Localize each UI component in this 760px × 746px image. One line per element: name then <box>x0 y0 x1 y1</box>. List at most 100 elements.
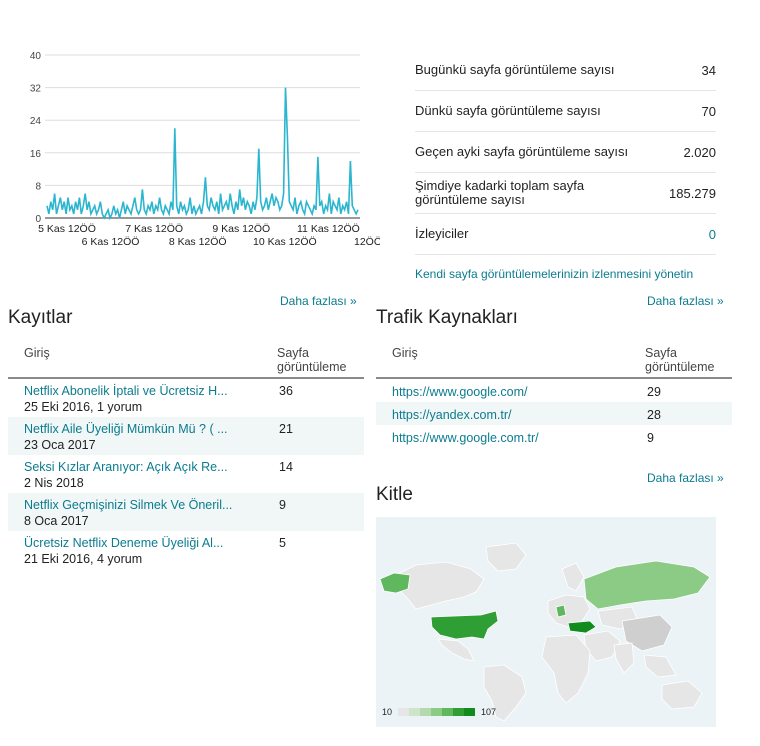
traffic-views: 9 <box>647 431 654 445</box>
x-tick-label: 5 Kas 12ÖÖ <box>38 223 96 235</box>
stat-row: Bugünkü sayfa görüntüleme sayısı 34 <box>415 50 716 91</box>
map-russia <box>583 560 711 610</box>
x-tick-label: 12ÖÖ <box>354 236 380 248</box>
pageviews-series-line <box>46 87 359 221</box>
posts-more-link[interactable]: Daha fazlası » <box>280 294 357 308</box>
y-tick-label: 0 <box>35 214 41 225</box>
traffic-title: Trafik Kaynakları <box>376 307 518 328</box>
posts-title: Kayıtlar <box>8 307 73 328</box>
legend-swatch <box>420 708 432 716</box>
map-usa <box>430 610 499 640</box>
map-alaska <box>379 572 411 594</box>
traffic-table-header: Giriş Sayfa görüntüleme <box>376 341 732 379</box>
legend-min: 10 <box>382 707 393 717</box>
post-meta: 25 Eki 2016, 1 yorum <box>24 400 143 414</box>
stat-label: İzleyiciler <box>415 226 469 241</box>
legend-swatch <box>409 708 421 716</box>
traffic-url-link[interactable]: https://yandex.com.tr/ <box>392 408 512 422</box>
manage-tracking-link[interactable]: Kendi sayfa görüntülemelerinizin izlenme… <box>415 267 694 281</box>
traffic-more-link[interactable]: Daha fazlası » <box>647 294 724 308</box>
x-tick-label: 11 Kas 12ÖÖ <box>297 223 360 235</box>
stat-value: 2.020 <box>683 144 716 160</box>
map-greenland <box>485 542 527 572</box>
y-tick-label: 40 <box>30 51 42 62</box>
stat-row: İzleyiciler 0 <box>415 214 716 255</box>
legend-swatch <box>442 708 454 716</box>
post-title-link[interactable]: Seksi Kızlar Aranıyor: Açık Açık Re... <box>24 460 228 474</box>
traffic-row: https://yandex.com.tr/28 <box>376 402 732 425</box>
post-views: 21 <box>279 422 293 436</box>
stat-label: Dünkü sayfa görüntüleme sayısı <box>415 103 601 118</box>
map-south-america <box>483 664 527 722</box>
traffic-row: https://www.google.com.tr/9 <box>376 425 732 448</box>
x-tick-label: 6 Kas 12ÖÖ <box>82 236 140 248</box>
world-map <box>379 542 711 722</box>
post-title-link[interactable]: Netflix Abonelik İptali ve Ücretsiz H... <box>24 384 228 398</box>
map-australia <box>661 680 703 710</box>
y-tick-label: 32 <box>30 84 42 95</box>
stat-label: Şimdiye kadarki toplam sayfa görüntüleme… <box>415 178 585 207</box>
stat-value[interactable]: 0 <box>708 226 716 242</box>
stat-row: Geçen ayki sayfa görüntüleme sayısı 2.020 <box>415 132 716 173</box>
x-tick-label: 9 Kas 12ÖÖ <box>212 223 270 235</box>
traffic-col-views: Sayfa görüntüleme <box>645 346 715 374</box>
post-title-link[interactable]: Ücretsiz Netflix Deneme Üyeliği Al... <box>24 536 224 550</box>
post-meta: 2 Nis 2018 <box>24 476 84 490</box>
post-title-link[interactable]: Netflix Geçmişinizi Silmek Ve Öneril... <box>24 498 233 512</box>
map-germany <box>555 604 567 618</box>
legend-swatch <box>464 708 476 716</box>
traffic-views: 28 <box>647 408 661 422</box>
audience-more-link[interactable]: Daha fazlası » <box>647 471 724 485</box>
post-title-link[interactable]: Netflix Aile Üyeliği Mümkün Mü ? ( ... <box>24 422 228 436</box>
map-india <box>613 642 635 674</box>
post-row: Netflix Geçmişinizi Silmek Ve Öneril... 8… <box>8 493 364 531</box>
map-africa <box>541 634 591 704</box>
traffic-url-link[interactable]: https://www.google.com.tr/ <box>392 431 539 445</box>
legend-swatch <box>431 708 443 716</box>
map-china <box>621 614 673 652</box>
traffic-table: Giriş Sayfa görüntüleme https://www.googl… <box>376 341 732 448</box>
map-scandinavia <box>561 562 585 592</box>
traffic-row: https://www.google.com/29 <box>376 379 732 402</box>
map-canada <box>395 561 485 610</box>
posts-col-views: Sayfa görüntüleme <box>277 346 347 374</box>
y-tick-label: 8 <box>35 181 41 192</box>
x-tick-label: 8 Kas 12ÖÖ <box>169 236 227 248</box>
post-views: 14 <box>279 460 293 474</box>
traffic-col-entry: Giriş <box>392 346 418 360</box>
x-tick-label: 7 Kas 12ÖÖ <box>125 223 183 235</box>
stat-row: Şimdiye kadarki toplam sayfa görüntüleme… <box>415 173 716 214</box>
legend-swatch <box>453 708 465 716</box>
stat-value: 185.279 <box>669 185 716 201</box>
legend-color-scale <box>398 708 476 716</box>
post-meta: 23 Oca 2017 <box>24 438 96 452</box>
posts-table: Giriş Sayfa görüntüleme Netflix Abonelik … <box>8 341 364 569</box>
traffic-url-link[interactable]: https://www.google.com/ <box>392 385 528 399</box>
stats-panel: Bugünkü sayfa görüntüleme sayısı 34 Dünkü … <box>415 50 716 281</box>
map-mexico <box>437 638 475 662</box>
traffic-views: 29 <box>647 385 661 399</box>
legend-max: 107 <box>481 707 497 717</box>
post-row: Netflix Abonelik İptali ve Ücretsiz H...… <box>8 379 364 417</box>
post-meta: 21 Eki 2016, 4 yorum <box>24 552 143 566</box>
map-se-asia <box>643 654 677 678</box>
map-legend: 10 107 <box>382 707 496 717</box>
y-tick-label: 16 <box>30 149 42 160</box>
post-row: Seksi Kızlar Aranıyor: Açık Açık Re... 2 … <box>8 455 364 493</box>
stat-row: Dünkü sayfa görüntüleme sayısı 70 <box>415 91 716 132</box>
stat-value: 70 <box>701 103 716 119</box>
post-row: Netflix Aile Üyeliği Mümkün Mü ? ( ... 23… <box>8 417 364 455</box>
stat-value: 34 <box>701 62 716 78</box>
x-tick-label: 10 Kas 12ÖÖ <box>253 236 317 248</box>
audience-map[interactable]: 10 107 <box>376 517 716 727</box>
post-row: Ücretsiz Netflix Deneme Üyeliği Al... 21 … <box>8 531 364 569</box>
posts-col-entry: Giriş <box>24 346 50 360</box>
posts-table-header: Giriş Sayfa görüntüleme <box>8 341 364 379</box>
post-meta: 8 Oca 2017 <box>24 514 89 528</box>
post-views: 36 <box>279 384 293 398</box>
stat-label: Bugünkü sayfa görüntüleme sayısı <box>415 62 615 77</box>
legend-swatch <box>398 708 410 716</box>
map-turkey <box>567 620 597 634</box>
stat-label: Geçen ayki sayfa görüntüleme sayısı <box>415 144 629 159</box>
audience-title: Kitle <box>376 484 413 505</box>
